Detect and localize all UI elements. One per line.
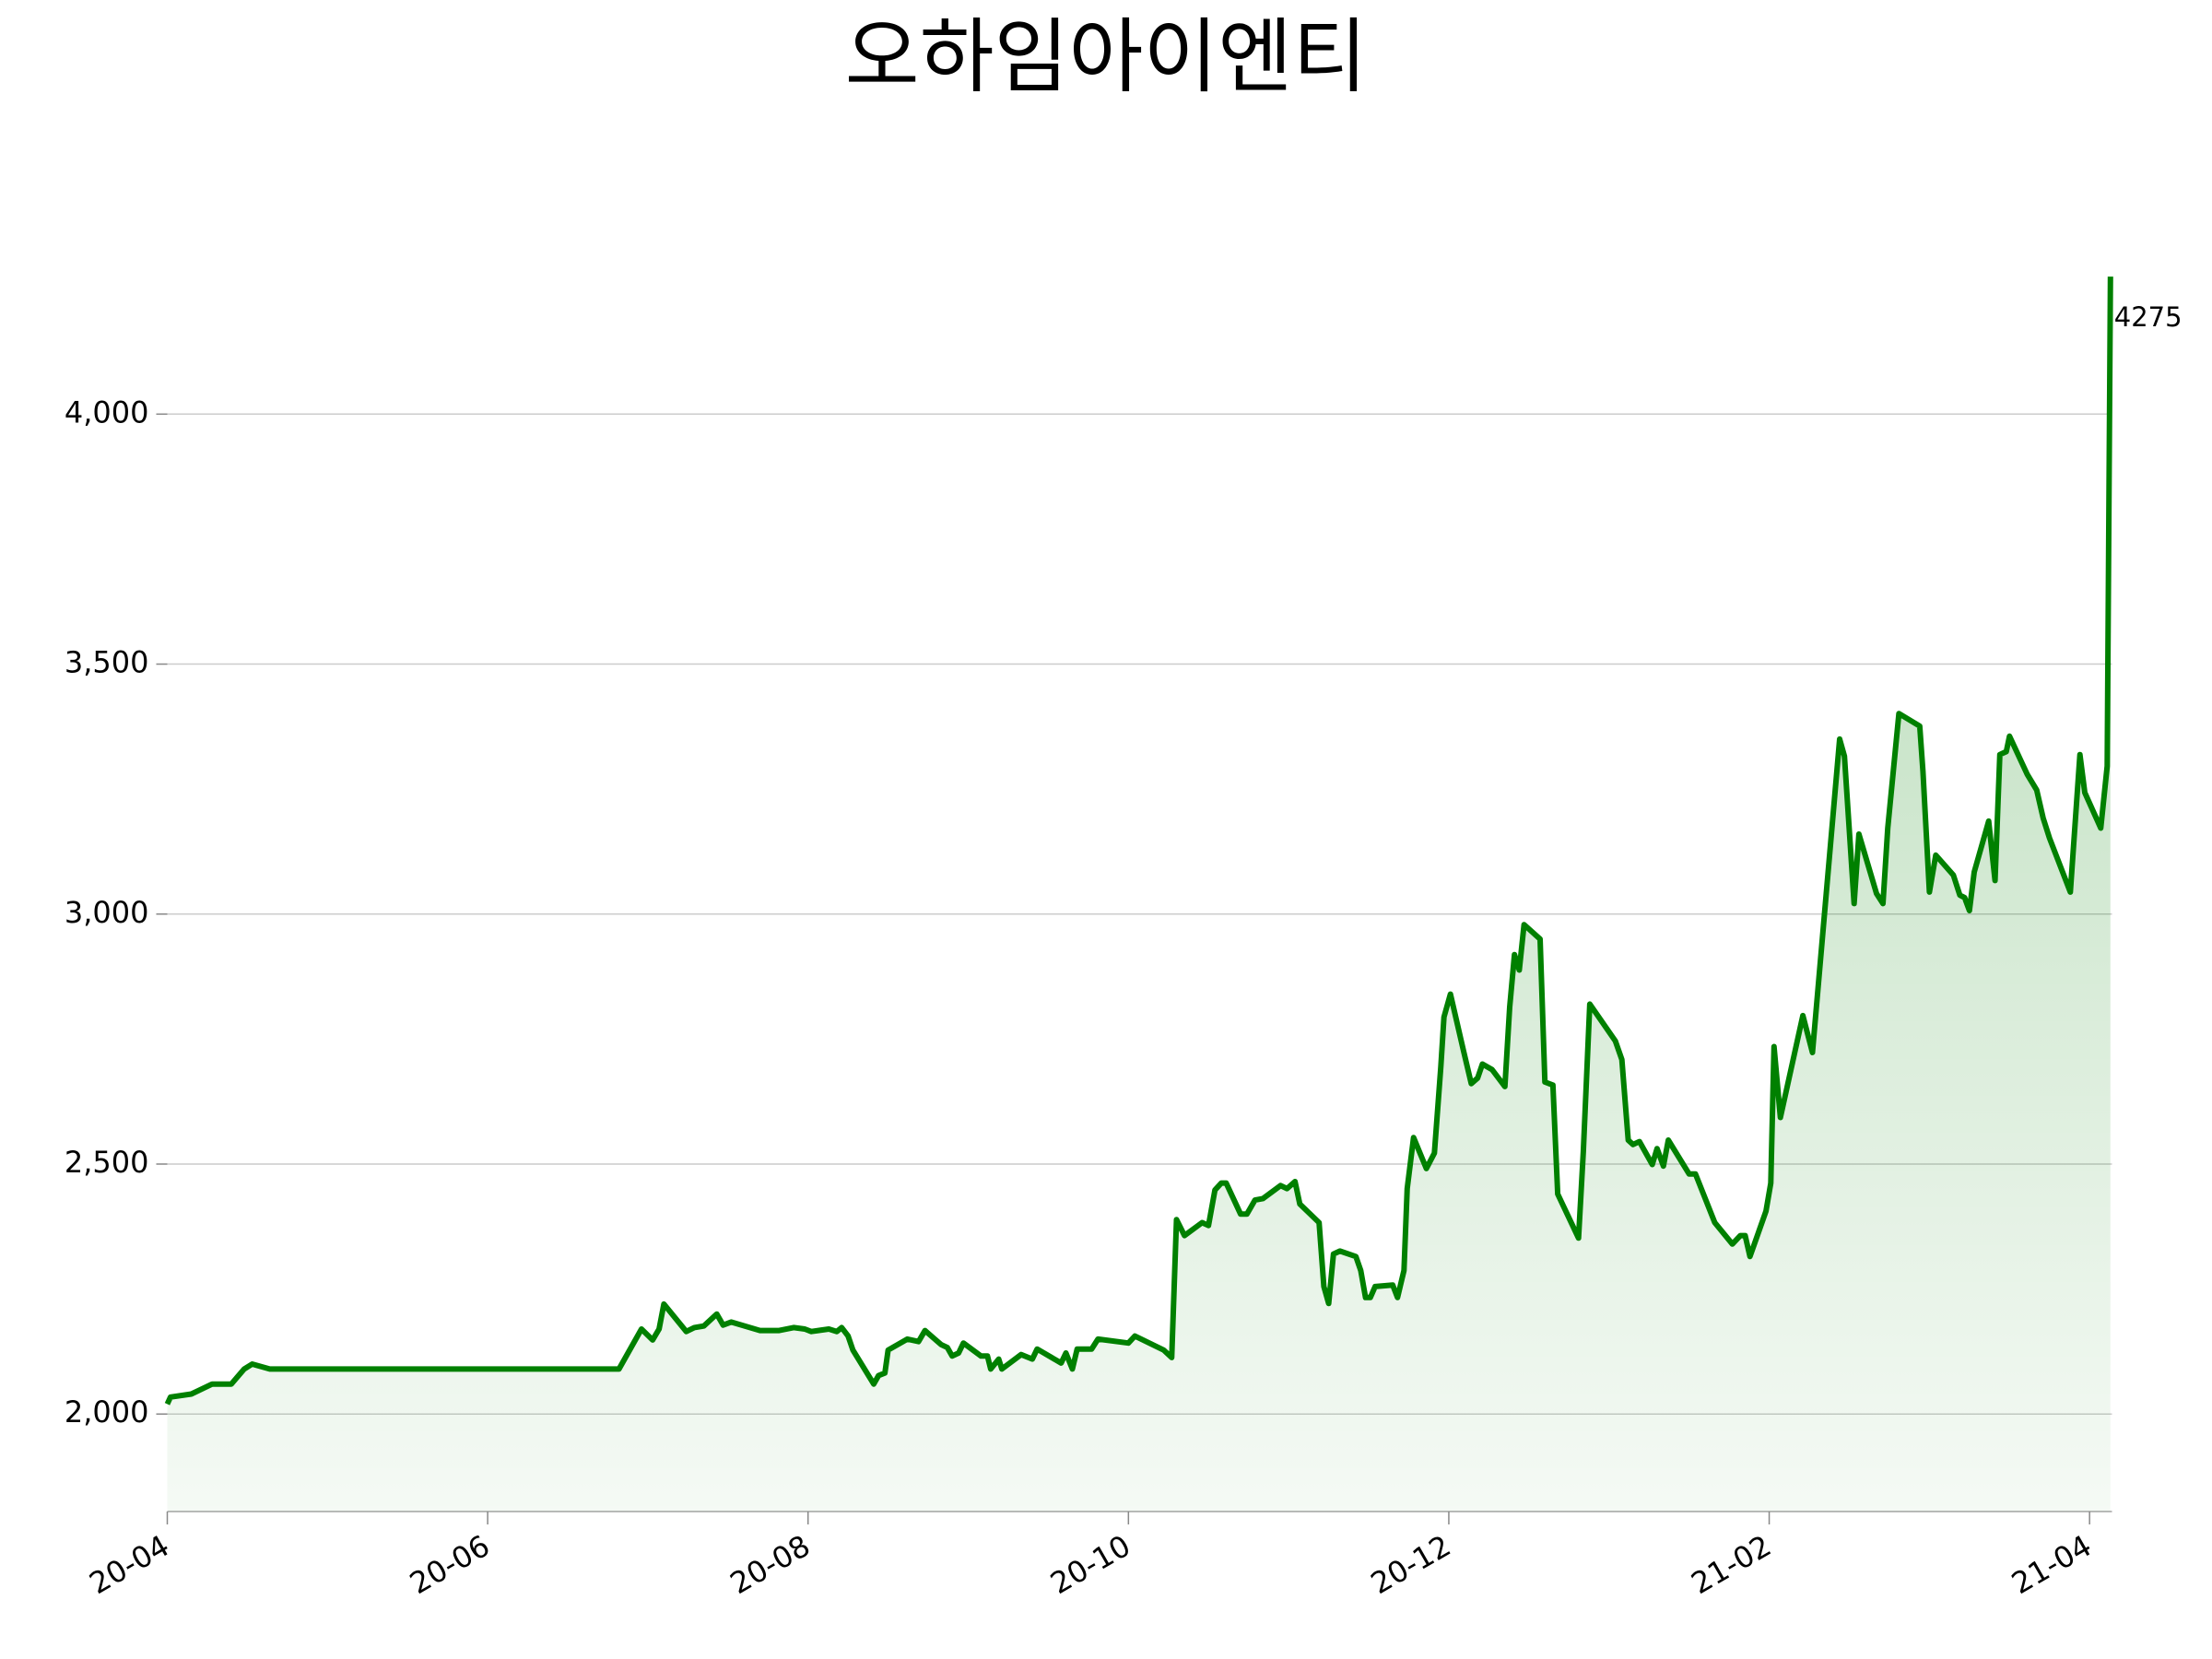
y-tick-label: 2,000 [65, 1394, 149, 1430]
y-tick-label: 4,000 [65, 394, 149, 429]
x-tick-label: 20-04 [83, 1528, 175, 1601]
area [167, 276, 2111, 1512]
y-tick-label: 3,000 [65, 895, 149, 930]
x-tick-label: 20-12 [1365, 1528, 1457, 1601]
y-tick-label: 3,500 [65, 645, 149, 680]
x-tick-label: 20-06 [404, 1528, 496, 1601]
y-tick-label: 2,500 [65, 1145, 149, 1180]
x-tick-label: 20-08 [724, 1528, 817, 1601]
last-value-label: 4275 [2114, 301, 2183, 333]
line [164, 276, 2113, 1406]
x-tick-label: 21-02 [1686, 1528, 1778, 1601]
x-tick-label: 21-04 [2006, 1528, 2098, 1601]
chart-title: 오하임아이엔티 [845, 9, 1368, 104]
x-tick-label: 20-10 [1044, 1528, 1136, 1601]
